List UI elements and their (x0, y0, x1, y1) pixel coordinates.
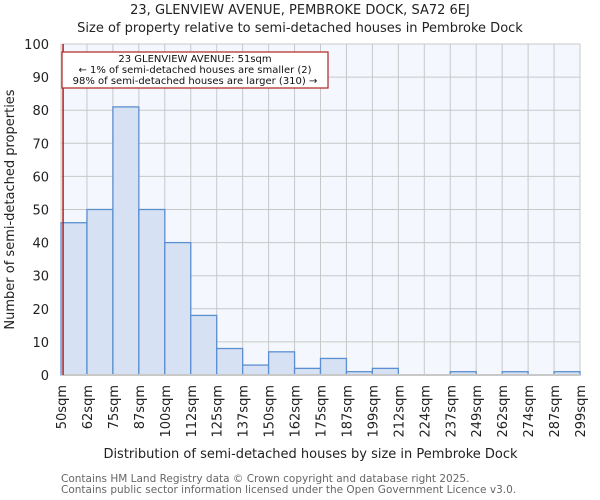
histogram-bar (138, 208, 166, 376)
histogram-bar (216, 347, 244, 376)
x-tick-label: 175sqm (315, 385, 330, 438)
histogram-bar (164, 241, 192, 376)
histogram-bar (319, 357, 348, 376)
histogram-bar (241, 364, 270, 376)
annotation-text-line: ← 1% of semi-detached houses are smaller… (78, 65, 311, 76)
chart-subtitle: Size of property relative to semi-detach… (77, 21, 523, 36)
x-tick-label: 87sqm (133, 385, 148, 429)
x-axis-label: Distribution of semi-detached houses by … (103, 447, 518, 462)
chart-title: 23, GLENVIEW AVENUE, PEMBROKE DOCK, SA72… (130, 3, 470, 18)
histogram-bar (267, 351, 296, 376)
x-tick-label: 50sqm (55, 385, 70, 429)
histogram-bar (190, 314, 218, 376)
x-tick-label: 75sqm (107, 385, 122, 429)
x-tick-label: 199sqm (366, 385, 381, 438)
y-axis-label: Number of semi-detached properties (3, 89, 18, 329)
y-tick-label: 10 (32, 336, 49, 351)
x-tick-label: 62sqm (81, 385, 96, 429)
y-tick-label: 60 (32, 170, 49, 185)
y-tick-label: 30 (32, 270, 49, 285)
x-tick-label: 100sqm (159, 385, 174, 438)
x-tick-label: 249sqm (470, 385, 485, 438)
annotation-text-line: 23 GLENVIEW AVENUE: 51sqm (118, 54, 271, 65)
x-tick-label: 162sqm (289, 385, 304, 438)
x-tick-label: 287sqm (548, 385, 563, 438)
histogram-bar (60, 222, 88, 376)
footer-licence: Contains public sector information licen… (61, 484, 517, 496)
y-tick-label: 100 (24, 38, 49, 53)
y-tick-label: 50 (32, 204, 49, 219)
y-tick-label: 90 (32, 71, 49, 86)
x-tick-label: 137sqm (237, 385, 252, 438)
histogram-bar (112, 106, 140, 376)
x-tick-label: 299sqm (574, 385, 589, 438)
x-tick-label: 274sqm (522, 385, 537, 438)
x-tick-label: 224sqm (418, 385, 433, 438)
y-tick-label: 20 (32, 303, 49, 318)
histogram-bar (86, 208, 114, 376)
y-tick-label: 80 (32, 104, 49, 119)
annotation-text-line: 98% of semi-detached houses are larger (… (73, 76, 318, 87)
x-tick-label: 212sqm (392, 385, 407, 438)
y-tick-label: 0 (41, 369, 49, 384)
x-tick-label: 150sqm (263, 385, 278, 438)
y-tick-label: 70 (32, 137, 49, 152)
annotation-box (61, 51, 329, 89)
x-tick-label: 237sqm (444, 385, 459, 438)
x-tick-label: 262sqm (496, 385, 511, 438)
footer-copyright: Contains HM Land Registry data © Crown c… (61, 473, 470, 485)
x-tick-label: 125sqm (211, 385, 226, 438)
y-tick-label: 40 (32, 237, 49, 252)
x-tick-label: 187sqm (340, 385, 355, 438)
x-tick-label: 112sqm (185, 385, 200, 438)
